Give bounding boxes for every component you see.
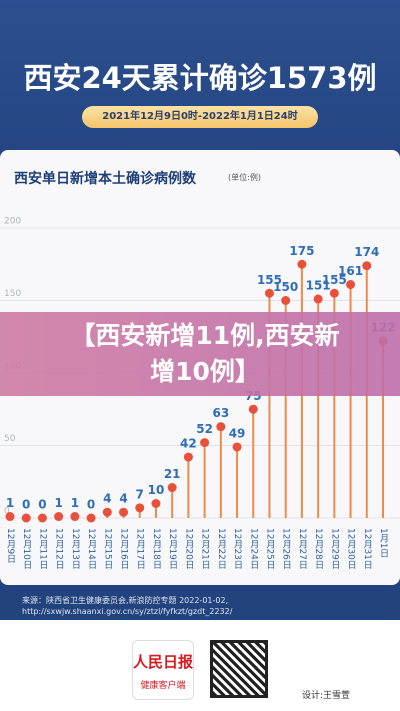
value-label: 49 (229, 426, 246, 440)
x-tick-label: 12月11日 (37, 528, 48, 569)
value-label: 151 (306, 279, 331, 293)
dot (264, 288, 274, 298)
dot (297, 259, 307, 269)
dot (151, 499, 161, 508)
value-label: 150 (273, 280, 298, 294)
dot (37, 513, 47, 523)
dot (313, 294, 323, 304)
x-tick-label: 12月13日 (69, 528, 80, 569)
x-tick-label: 12月22日 (215, 528, 226, 569)
x-tick-label: 12月14日 (86, 528, 97, 569)
credit: 设计:王雪萱 (302, 691, 351, 701)
value-label: 0 (38, 498, 46, 512)
logo-sub: 健康客户端 (140, 681, 186, 691)
dot (119, 507, 129, 517)
x-tick-label: 12月25日 (264, 528, 275, 569)
x-tick-label: 12月17日 (134, 528, 145, 569)
dot (232, 442, 242, 452)
dot (346, 280, 356, 290)
logo-text: 人民日报 (133, 653, 194, 671)
value-label: 52 (196, 422, 213, 436)
x-tick-label: 12月26日 (280, 528, 291, 569)
x-tick-label: 12月18日 (150, 528, 161, 569)
title: 西安24天累计确诊1573例 (23, 61, 377, 95)
x-tick-label: 12月19日 (167, 528, 178, 569)
y-tick-label: 0 (4, 507, 10, 517)
x-tick-label: 12月24日 (248, 528, 259, 569)
value-label: 1 (54, 496, 62, 510)
value-label: 10 (148, 483, 165, 497)
value-label: 1 (71, 496, 79, 510)
x-tick-label: 1月1日 (378, 528, 388, 558)
x-tick-label: 12月10日 (21, 528, 32, 569)
period: 2021年12月9日0时-2022年1月1日24时 (82, 106, 318, 128)
value-label: 0 (87, 498, 95, 512)
value-label: 174 (354, 245, 379, 259)
value-label: 1 (6, 496, 14, 510)
x-tick-label: 12月12日 (53, 528, 64, 569)
y-tick-label: 50 (4, 434, 16, 444)
dot (102, 507, 112, 517)
x-tick-label: 12月21日 (199, 528, 210, 569)
x-tick-label: 12月15日 (102, 528, 113, 569)
value-label: 42 (180, 437, 197, 451)
value-label: 4 (103, 492, 111, 506)
value-label: 155 (322, 273, 347, 287)
dot (70, 512, 80, 522)
logo: 人民日报 健康客户端 (132, 640, 194, 700)
unit: (单位:例) (228, 173, 261, 182)
x-tick-label: 12月23日 (232, 528, 243, 569)
dot (54, 512, 64, 522)
value-label: 7 (136, 487, 144, 501)
dot (216, 422, 226, 432)
chart-title: 西安单日新增本土确诊病例数 (14, 171, 196, 187)
x-tick-label: 12月27日 (296, 528, 307, 569)
x-tick-label: 12月16日 (118, 528, 129, 569)
footer (0, 620, 400, 711)
qr-code (210, 640, 268, 698)
value-label: 21 (164, 467, 181, 481)
value-label: 175 (289, 244, 314, 258)
dot (183, 452, 193, 462)
dot (362, 261, 372, 271)
x-tick-label: 12月30日 (345, 528, 356, 569)
x-tick-label: 12月20日 (183, 528, 194, 569)
banner (0, 312, 400, 396)
source-line: 来源：陕西省卫生健康委员会,新浪防控专题 2022-01-02, (22, 596, 229, 605)
value-label: 161 (338, 264, 363, 278)
dot (86, 513, 96, 523)
dot (21, 513, 31, 523)
x-tick-label: 12月28日 (313, 528, 324, 569)
headline: 【西安新增11例,西安新增10例】 (70, 321, 340, 386)
dot (167, 483, 177, 493)
source-line: http://sxwjw.shaanxi.gov.cn/sy/ztzl/fyfk… (22, 607, 233, 616)
dot (248, 404, 258, 414)
y-tick-label: 150 (4, 289, 21, 299)
dot (5, 512, 15, 522)
y-tick-label: 200 (4, 217, 21, 227)
x-tick-label: 12月31日 (361, 528, 372, 569)
value-label: 63 (212, 406, 229, 420)
dot (281, 296, 291, 305)
dot (135, 503, 145, 513)
value-label: 0 (22, 498, 30, 512)
x-tick-label: 12月9日 (5, 528, 15, 564)
dot (200, 438, 210, 448)
x-tick-label: 12月29日 (329, 528, 340, 569)
dot (329, 288, 339, 298)
value-label: 155 (257, 273, 282, 287)
value-label: 4 (119, 492, 127, 506)
